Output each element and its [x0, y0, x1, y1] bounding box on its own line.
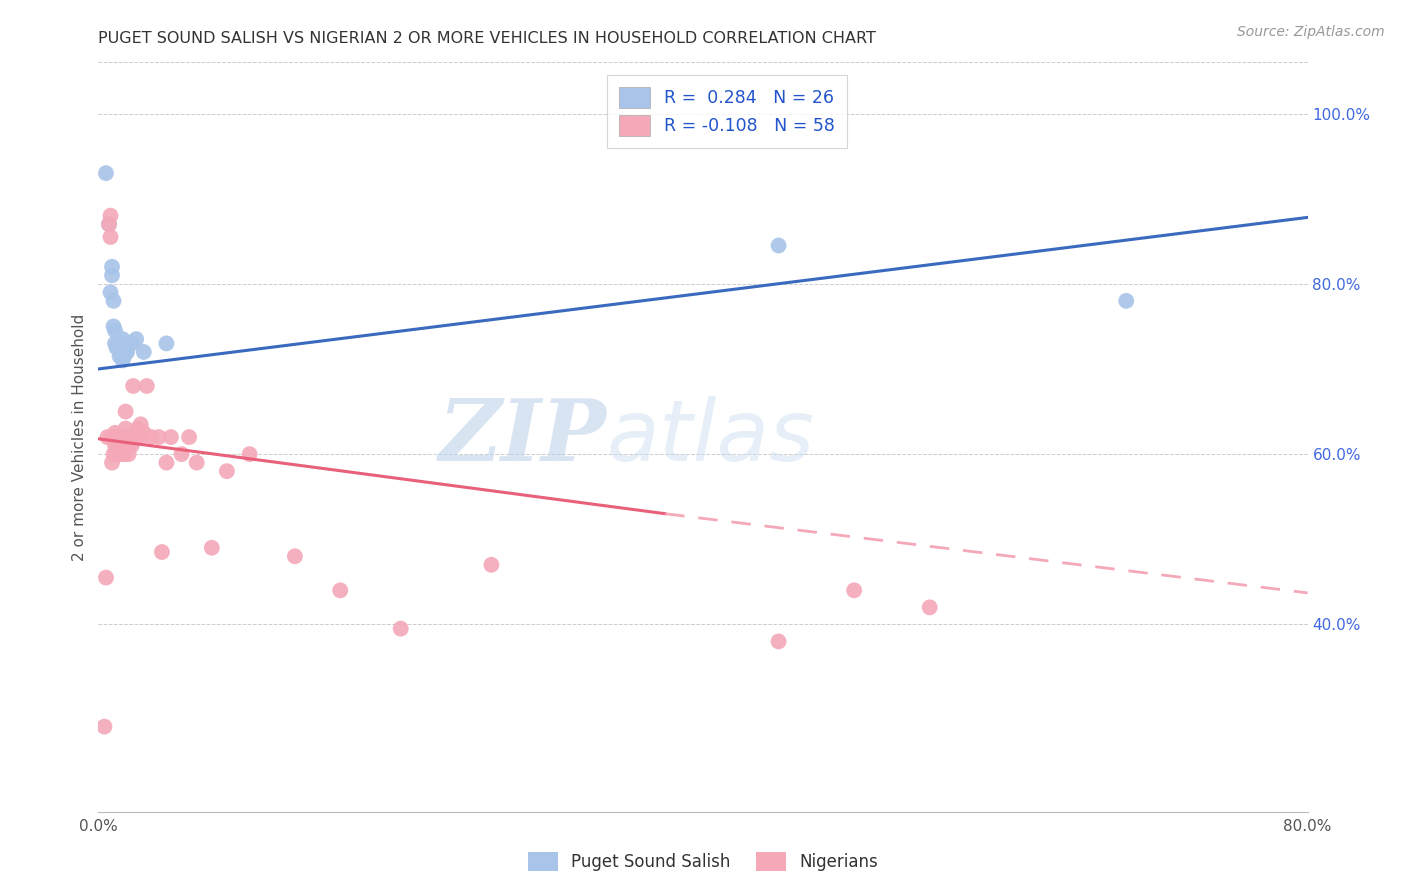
Point: [105, 430, 128, 444]
Point: [1115, 293, 1137, 308]
Point: [115, 345, 138, 359]
Point: [844, 583, 866, 598]
Point: [108, 434, 131, 449]
Point: [132, 425, 155, 440]
Point: [186, 456, 208, 470]
Point: [132, 345, 155, 359]
Point: [122, 379, 145, 393]
Point: [284, 549, 307, 564]
Point: [170, 447, 193, 461]
Point: [104, 425, 127, 440]
Point: [105, 447, 128, 461]
Point: [768, 238, 790, 252]
Point: [115, 430, 138, 444]
Point: [141, 430, 163, 444]
Point: [104, 439, 127, 453]
Point: [121, 336, 143, 351]
Point: [112, 349, 135, 363]
Point: [389, 622, 412, 636]
Point: [98, 217, 121, 231]
Point: [129, 430, 152, 444]
Point: [121, 439, 143, 453]
Point: [768, 634, 790, 648]
Point: [94, 571, 117, 585]
Point: [215, 464, 238, 478]
Point: [111, 439, 134, 453]
Point: [125, 430, 148, 444]
Point: [150, 545, 173, 559]
Point: [118, 447, 141, 461]
Point: [110, 345, 132, 359]
Point: [103, 447, 125, 461]
Point: [110, 442, 132, 457]
Point: [160, 430, 183, 444]
Point: [110, 430, 132, 444]
Point: [114, 345, 136, 359]
Point: [101, 268, 124, 283]
Legend: R =  0.284   N = 26, R = -0.108   N = 58: R = 0.284 N = 26, R = -0.108 N = 58: [607, 75, 848, 148]
Text: PUGET SOUND SALISH VS NIGERIAN 2 OR MORE VEHICLES IN HOUSEHOLD CORRELATION CHART: PUGET SOUND SALISH VS NIGERIAN 2 OR MORE…: [98, 31, 876, 46]
Point: [129, 417, 152, 432]
Y-axis label: 2 or more Vehicles in Household: 2 or more Vehicles in Household: [72, 313, 87, 561]
Point: [108, 447, 131, 461]
Point: [107, 439, 129, 453]
Point: [112, 447, 135, 461]
Legend: Puget Sound Salish, Nigerians: Puget Sound Salish, Nigerians: [520, 843, 886, 880]
Point: [111, 447, 134, 461]
Point: [135, 379, 157, 393]
Point: [148, 430, 170, 444]
Point: [111, 430, 134, 444]
Point: [127, 421, 149, 435]
Text: Source: ZipAtlas.com: Source: ZipAtlas.com: [1237, 25, 1385, 39]
Point: [100, 209, 122, 223]
Point: [111, 353, 134, 368]
Point: [100, 230, 122, 244]
Point: [114, 404, 136, 418]
Text: ZIP: ZIP: [439, 395, 606, 479]
Point: [94, 166, 117, 180]
Point: [179, 430, 201, 444]
Point: [107, 336, 129, 351]
Point: [101, 430, 124, 444]
Point: [112, 430, 135, 444]
Point: [103, 430, 125, 444]
Point: [98, 217, 121, 231]
Point: [118, 336, 141, 351]
Point: [101, 456, 124, 470]
Point: [111, 332, 134, 346]
Point: [96, 430, 118, 444]
Point: [93, 720, 115, 734]
Point: [918, 600, 941, 615]
Point: [124, 430, 146, 444]
Point: [100, 285, 122, 300]
Point: [114, 421, 136, 435]
Point: [103, 319, 125, 334]
Point: [118, 439, 141, 453]
Point: [125, 332, 148, 346]
Text: atlas: atlas: [606, 395, 814, 479]
Point: [108, 349, 131, 363]
Point: [103, 293, 125, 308]
Point: [120, 430, 142, 444]
Point: [104, 324, 127, 338]
Point: [105, 341, 128, 355]
Point: [329, 583, 352, 598]
Point: [155, 336, 177, 351]
Point: [239, 447, 262, 461]
Point: [155, 456, 177, 470]
Point: [101, 260, 124, 274]
Point: [481, 558, 503, 572]
Point: [104, 336, 127, 351]
Point: [107, 430, 129, 444]
Point: [107, 336, 129, 351]
Point: [201, 541, 224, 555]
